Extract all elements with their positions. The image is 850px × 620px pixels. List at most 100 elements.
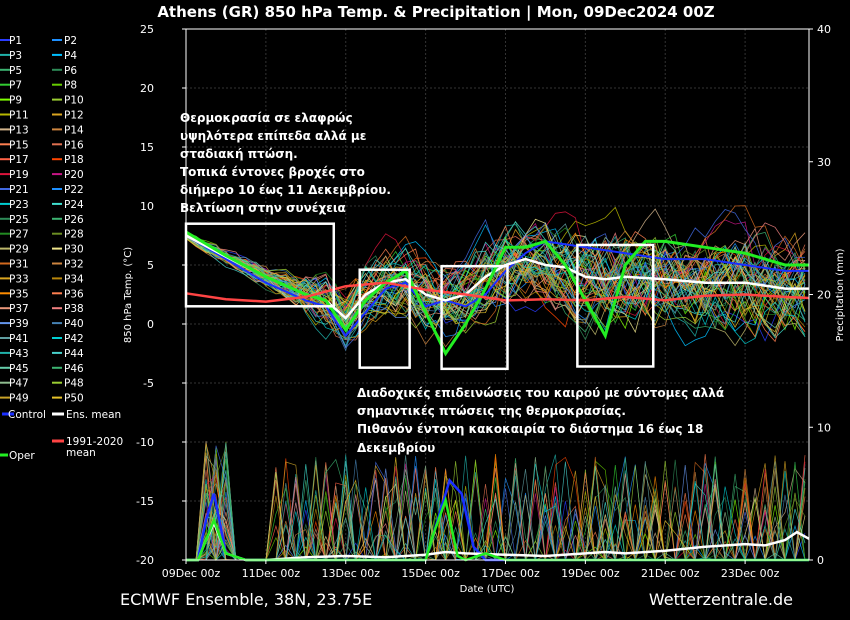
legend-entry: P18	[64, 154, 84, 166]
y2-tick-label: 0	[817, 554, 824, 567]
ensemble-members	[185, 205, 806, 352]
legend-entry: P25	[9, 214, 29, 226]
legend-entry: P40	[64, 318, 84, 330]
legend-entry: P32	[64, 259, 84, 271]
annotation-bottom-line: Διαδοχικές επιδεινώσεις του καιρού με σύ…	[357, 386, 724, 400]
annotation-top-line: υψηλότερα επίπεδα αλλά με	[180, 129, 366, 143]
y-axis-ticks: -20 -15 -10 -5 0 5 10 15 20 25	[136, 23, 186, 567]
legend-entry: P45	[9, 363, 29, 375]
legend-entry: P43	[9, 348, 29, 360]
x-tick-label: 23Dec 00z	[721, 567, 780, 580]
y-tick-label: -5	[143, 377, 154, 390]
x-tick-label: 11Dec 00z	[242, 567, 301, 580]
legend-entry: P4	[64, 50, 77, 62]
x-tick-label: 09Dec 00z	[162, 567, 221, 580]
legend-entry: P46	[64, 363, 84, 375]
legend-entry: P13	[9, 124, 29, 136]
footer-model-info: ECMWF Ensemble, 38N, 23.75E	[120, 590, 372, 609]
legend-entry: P2	[64, 35, 77, 47]
x-tick-label: 13Dec 00z	[321, 567, 380, 580]
y-tick-label: 15	[140, 141, 154, 154]
y-axis-label: 850 hPa Temp. (°C)	[123, 247, 134, 343]
highlight-box	[576, 243, 655, 368]
x-tick-label: 17Dec 00z	[481, 567, 540, 580]
legend-entry: P1	[9, 35, 22, 47]
legend-entry: P36	[64, 288, 84, 300]
legend-entry: P7	[9, 80, 22, 92]
legend-entry: P19	[9, 169, 29, 181]
y-tick-label: -10	[136, 436, 154, 449]
legend-entry: P30	[64, 244, 84, 256]
legend-entry: P22	[64, 184, 84, 196]
legend: P1 P2 P3 P4 P5 P6 P7 P8 P9 P10 P11 P12 P13 P14 P15 P16 P…	[0, 35, 84, 405]
legend-entry: P12	[64, 110, 84, 122]
highlight-box	[358, 268, 411, 369]
annotation-top-line: σταδιακή πτώση.	[180, 147, 298, 161]
legend-entry: P11	[9, 110, 29, 122]
highlight-box	[440, 264, 509, 371]
legend-entry: P20	[64, 169, 84, 181]
legend-entry: P29	[9, 244, 29, 256]
annotation-bottom: Διαδοχικές επιδεινώσεις του καιρού με σύ…	[357, 386, 724, 455]
x-tick-label: 15Dec 00z	[401, 567, 460, 580]
legend-entry: P8	[64, 80, 77, 92]
annotation-bottom-line: Δεκεμβρίου	[357, 441, 435, 455]
legend-entry: P24	[64, 199, 84, 211]
x-tick-label: 19Dec 00z	[561, 567, 620, 580]
legend-entry: P50	[64, 393, 84, 405]
legend-entry: P9	[9, 95, 22, 107]
annotation-top-line: Τοπικά έντονες βροχές στο	[180, 165, 365, 179]
legend-entry: P14	[64, 124, 84, 136]
legend-entry: P21	[9, 184, 29, 196]
chart-title: Athens (GR) 850 hPa Temp. & Precipitatio…	[157, 3, 714, 22]
legend-oper-label: Oper	[9, 450, 35, 462]
legend-extra: Control Ens. mean 1991-2020 mean Oper	[0, 409, 123, 462]
annotation-top-line: διήμερο 10 έως 11 Δεκεμβρίου.	[180, 183, 391, 197]
ensemble-member-line	[185, 236, 806, 329]
y-tick-label: -15	[136, 495, 154, 508]
legend-entry: P6	[64, 65, 77, 77]
y2-tick-label: 20	[817, 289, 831, 302]
y-tick-label: 25	[140, 23, 154, 36]
y2-tick-label: 30	[817, 156, 831, 169]
y2-tick-label: 40	[817, 23, 831, 36]
x-tick-label: 21Dec 00z	[641, 567, 700, 580]
legend-entry: P34	[64, 273, 84, 285]
annotation-bottom-line: Πιθανόν έντονη κακοκαιρία το διάστημα 16…	[357, 422, 703, 436]
legend-entry: P42	[64, 333, 84, 345]
legend-entry: P28	[64, 229, 84, 241]
y-tick-label: 20	[140, 82, 154, 95]
annotation-top-line: Βελτίωση στην συνέχεια	[180, 201, 346, 215]
legend-entry: P31	[9, 259, 29, 271]
legend-entry: P39	[9, 318, 29, 330]
annotation-bottom-line: σημαντικές πτώσεις της θερμοκρασίας.	[357, 404, 626, 418]
legend-entry: P10	[64, 95, 84, 107]
y-tick-label: -20	[136, 554, 154, 567]
series-line-1991-2020-mean	[185, 281, 810, 303]
y-tick-label: 5	[147, 259, 154, 272]
y-tick-label: 10	[140, 200, 154, 213]
legend-clim-label-2: mean	[66, 447, 96, 459]
x-axis-label: Date (UTC)	[460, 584, 515, 595]
legend-entry: P35	[9, 288, 29, 300]
legend-entry: P41	[9, 333, 29, 345]
legend-entry: P27	[9, 229, 29, 241]
legend-clim-label-1: 1991-2020	[66, 436, 123, 448]
legend-entry: P5	[9, 65, 22, 77]
legend-entry: P15	[9, 139, 29, 151]
y2-axis-label: Precipitation (mm)	[835, 248, 846, 341]
legend-entry: P26	[64, 214, 84, 226]
legend-entry: P48	[64, 378, 84, 390]
ensemble-member-line	[185, 235, 806, 338]
ensemble-member-line	[185, 238, 806, 333]
ensemble-member-line	[185, 209, 806, 349]
legend-entry: P47	[9, 378, 29, 390]
legend-entry: P38	[64, 303, 84, 315]
y2-axis-ticks: 0 10 20 30 40	[809, 23, 831, 567]
annotation-top-line: Θερμοκρασία σε ελαφρώς	[180, 111, 353, 125]
legend-control-label: Control	[8, 409, 46, 421]
y-tick-label: 0	[147, 318, 154, 331]
series-line-control	[185, 234, 809, 338]
legend-entry: P49	[9, 393, 29, 405]
